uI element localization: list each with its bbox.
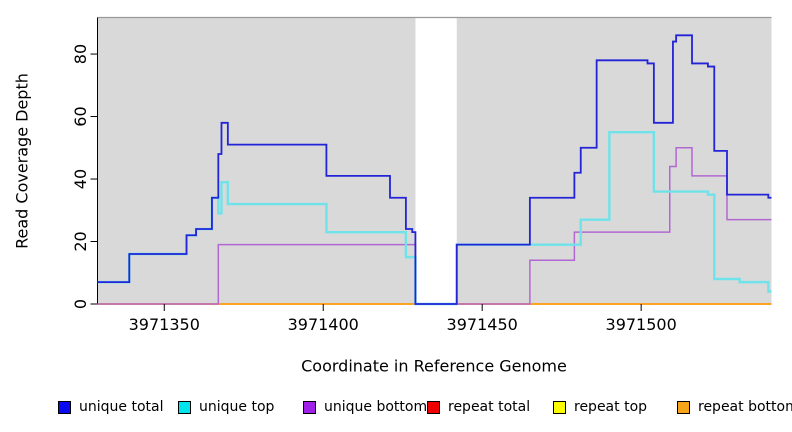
y-tick-label: 60: [71, 106, 90, 126]
series-unique-total: [97, 34, 772, 305]
legend-label: unique total: [79, 399, 164, 415]
masked-region: [415, 17, 457, 304]
legend-label: repeat bottom: [698, 399, 792, 415]
legend-item-repeat-bottom: repeat bottom: [677, 399, 792, 415]
x-axis-title: Coordinate in Reference Genome: [301, 356, 567, 376]
legend-item-unique-top: unique top: [178, 399, 274, 415]
legend-swatch-icon: [58, 400, 71, 414]
legend-label: repeat top: [574, 399, 648, 415]
legend-swatch-icon: [427, 400, 440, 414]
legend-swatch-icon: [553, 400, 566, 414]
series-unique-bottom: [97, 147, 772, 305]
legend-swatch-icon: [677, 400, 690, 414]
legend-item-unique-bottom: unique bottom: [303, 399, 427, 415]
legend-swatch-icon: [303, 400, 316, 414]
x-tick-label: 3971500: [606, 315, 677, 334]
legend-swatch-icon: [178, 400, 191, 414]
legend-item-unique-total: unique total: [58, 399, 163, 415]
legend-label: unique top: [199, 399, 275, 415]
y-tick-label: 0: [71, 299, 90, 309]
legend-item-repeat-top: repeat top: [553, 399, 647, 415]
x-tick-label: 3971350: [129, 315, 200, 334]
y-tick-label: 80: [71, 44, 90, 64]
y-axis-title: Read Coverage Depth: [12, 73, 32, 249]
legend-label: repeat total: [448, 399, 531, 415]
legend-label: unique bottom: [324, 399, 428, 415]
x-tick-label: 3971450: [447, 315, 518, 334]
legend-item-repeat-total: repeat total: [427, 399, 530, 415]
y-tick-label: 40: [71, 169, 90, 189]
y-tick-label: 20: [71, 231, 90, 251]
x-tick-label: 3971400: [288, 315, 359, 334]
